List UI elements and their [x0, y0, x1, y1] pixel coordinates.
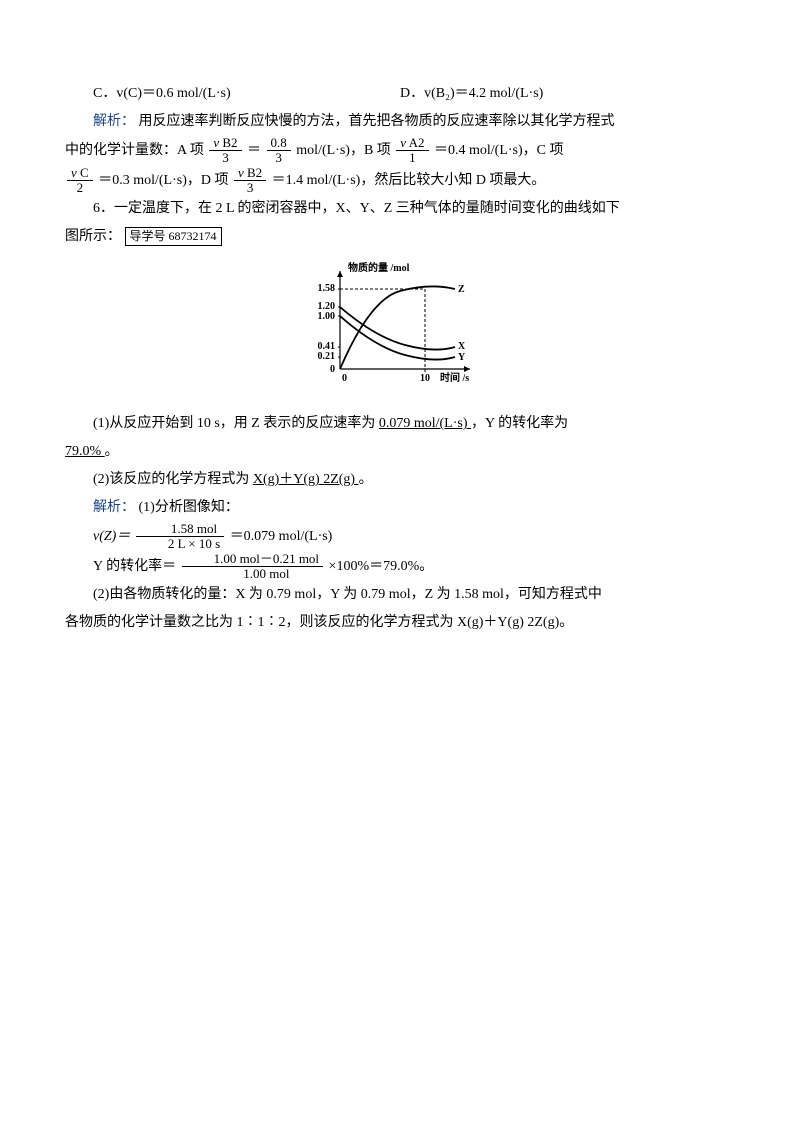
- ref-box: 导学号 68732174: [125, 227, 222, 246]
- blank-rate: 0.079 mol/(L·s): [379, 416, 471, 431]
- analysis1-intro: 用反应速率判断反应快慢的方法，首先把各物质的反应速率除以其化学方程式: [139, 114, 615, 129]
- frac-y: 1.00 mol－0.21 mol 1.00 mol: [182, 552, 323, 582]
- vz-calc: v(Z)＝ 1.58 mol 2 L × 10 s ＝0.079 mol/(L·…: [65, 522, 735, 552]
- options-row: C．v(C)＝0.6 mol/(L·s) D．v(B₂)＝4.2 mol/(L·…: [65, 80, 735, 108]
- svg-text:Z: Z: [458, 284, 465, 295]
- analysis1-line2: 中的化学计量数：A 项 v B2 3 ＝ 0.8 3 mol/(L·s)，B 项…: [65, 136, 735, 166]
- q6-line2: 图所示： 导学号 68732174: [65, 223, 735, 251]
- svg-text:0.21: 0.21: [318, 351, 336, 362]
- svg-text:时间 /s: 时间 /s: [440, 371, 469, 384]
- q6-1: (1)从反应开始到 10 s，用 Z 表示的反应速率为 0.079 mol/(L…: [65, 410, 735, 438]
- amount-time-chart: 1.58 1.20 1.00 0.41 0.21 0 物质的量 /mol: [300, 259, 500, 389]
- analysis2-label: 解析：: [93, 500, 135, 515]
- svg-text:0: 0: [330, 364, 335, 375]
- analysis1-line1: 解析： 用反应速率判断反应快慢的方法，首先把各物质的反应速率除以其化学方程式: [65, 108, 735, 136]
- analysis2-line1: 解析： (1)分析图像知：: [65, 494, 735, 522]
- blank-eq: X(g)＋Y(g) 2Z(g): [253, 472, 359, 487]
- svg-text:0: 0: [342, 373, 347, 384]
- frac-c: v C 2: [67, 166, 93, 196]
- svg-text:10: 10: [420, 373, 430, 384]
- chart-container: 1.58 1.20 1.00 0.41 0.21 0 物质的量 /mol: [65, 259, 735, 400]
- blank-conv: 79.0%: [65, 444, 105, 459]
- svg-text:1.58: 1.58: [318, 283, 336, 294]
- analysis1-line3: v C 2 ＝0.3 mol/(L·s)，D 项 v B2 3 ＝1.4 mol…: [65, 166, 735, 196]
- frac-vz: 1.58 mol 2 L × 10 s: [136, 522, 224, 552]
- frac-b: v A2 1: [396, 136, 428, 166]
- y-conv-calc: Y 的转化率＝ 1.00 mol－0.21 mol 1.00 mol ×100%…: [65, 552, 735, 582]
- frac-d: v B2 3: [234, 166, 266, 196]
- frac-a: v B2 3: [209, 136, 241, 166]
- q6-2: (2)该反应的化学方程式为 X(g)＋Y(g) 2Z(g) 。: [65, 466, 735, 494]
- option-c: C．v(C)＝0.6 mol/(L·s): [65, 80, 400, 108]
- analysis2-part2a: (2)由各物质转化的量：X 为 0.79 mol，Y 为 0.79 mol，Z …: [65, 581, 735, 609]
- analysis2-part2b: 各物质的化学计量数之比为 1∶1∶2，则该反应的化学方程式为 X(g)＋Y(g)…: [65, 609, 735, 637]
- analysis-label: 解析：: [93, 114, 135, 129]
- svg-text:Y: Y: [458, 352, 466, 363]
- frac-a2: 0.8 3: [267, 136, 291, 166]
- svg-text:物质的量 /mol: 物质的量 /mol: [348, 261, 410, 274]
- q6-1b: 79.0% 。: [65, 438, 735, 466]
- svg-text:X: X: [458, 341, 466, 352]
- q6-line1: 6．一定温度下，在 2 L 的密闭容器中，X、Y、Z 三种气体的量随时间变化的曲…: [65, 195, 735, 223]
- svg-text:1.00: 1.00: [318, 311, 336, 322]
- option-d: D．v(B₂)＝4.2 mol/(L·s): [400, 80, 735, 108]
